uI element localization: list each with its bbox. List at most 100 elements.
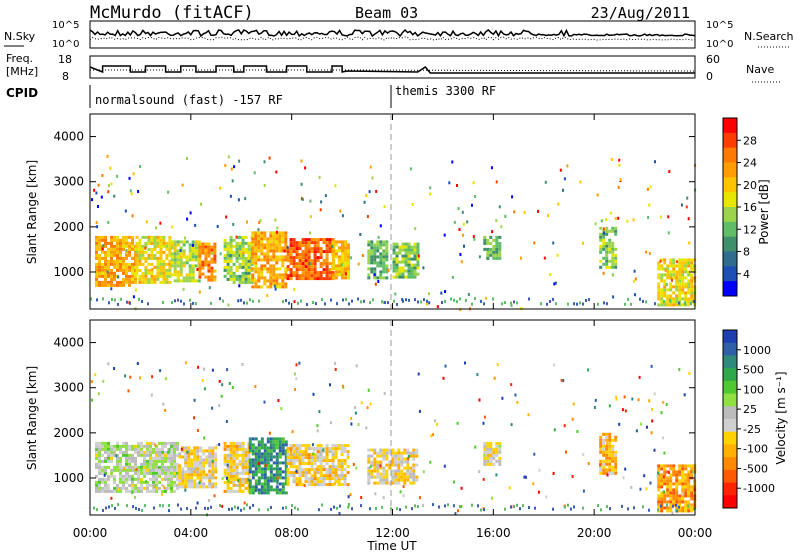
echo-cell xyxy=(385,246,389,250)
echo-cell xyxy=(684,264,688,268)
echo-cell xyxy=(107,280,110,284)
echo-cell xyxy=(687,476,691,480)
colorbar-tick-label: 4 xyxy=(743,268,750,281)
echo-cell xyxy=(669,288,673,292)
echo-cell xyxy=(122,271,125,275)
echo-cell xyxy=(254,231,258,235)
echo-cell xyxy=(247,253,251,257)
echo-cell xyxy=(657,479,661,483)
echo-cell xyxy=(144,504,146,508)
echo-cell xyxy=(325,262,329,266)
echo-cell xyxy=(367,388,370,392)
echo-cell xyxy=(95,483,98,487)
echo-cell xyxy=(401,272,405,276)
echo-cell xyxy=(295,241,299,245)
echo-cell xyxy=(289,241,293,245)
echo-cell xyxy=(241,480,245,484)
echo-cell xyxy=(184,482,188,486)
echo-cell xyxy=(660,258,664,262)
echo-cell xyxy=(213,251,217,255)
echo-cell xyxy=(316,456,320,460)
echo-cell xyxy=(283,249,286,253)
echo-cell xyxy=(666,500,670,504)
echo-cell xyxy=(144,256,148,260)
echo-cell xyxy=(218,443,221,446)
echo-cell xyxy=(465,298,467,302)
echo-cell xyxy=(137,468,140,472)
echo-cell xyxy=(238,444,242,448)
echo-cell xyxy=(244,447,248,451)
echo-cell xyxy=(602,462,606,466)
echo-cell xyxy=(144,268,148,272)
echo-cell xyxy=(301,259,305,263)
echo-cell xyxy=(690,467,694,471)
echo-cell xyxy=(614,438,618,442)
echo-cell xyxy=(260,488,264,492)
echo-cell xyxy=(375,507,377,510)
echo-cell xyxy=(104,274,107,278)
echo-cell xyxy=(260,249,264,253)
echo-cell xyxy=(170,246,174,250)
echo-cell xyxy=(98,241,101,245)
freq-series xyxy=(89,65,695,74)
echo-cell xyxy=(187,476,191,480)
echo-cell xyxy=(176,462,179,466)
echo-cell xyxy=(159,369,162,373)
echo-cell xyxy=(173,444,176,448)
echo-cell xyxy=(476,373,479,377)
echo-cell xyxy=(263,282,267,286)
echo-cell xyxy=(116,268,119,272)
echo-cell xyxy=(510,304,513,308)
echo-cell xyxy=(167,468,170,472)
echo-cell xyxy=(273,284,276,288)
echo-cell xyxy=(596,193,599,197)
echo-cell xyxy=(331,474,335,478)
echo-cell xyxy=(235,256,239,260)
colorbar-swatch xyxy=(723,457,737,471)
echo-cell xyxy=(325,253,329,257)
echo-cell xyxy=(98,468,101,472)
echo-cell xyxy=(257,255,261,259)
echo-cell xyxy=(412,472,416,476)
echo-cell xyxy=(269,446,273,450)
echo-cell xyxy=(235,474,239,478)
echo-cell xyxy=(241,456,245,460)
echo-cell xyxy=(328,474,332,478)
echo-cell xyxy=(310,483,314,487)
echo-cell xyxy=(263,452,267,456)
echo-cell xyxy=(316,274,320,278)
echo-cell xyxy=(316,256,320,260)
echo-cell xyxy=(567,503,569,507)
echo-cell xyxy=(663,497,667,501)
echo-cell xyxy=(254,246,258,250)
echo-cell xyxy=(486,241,490,245)
echo-cell xyxy=(184,455,188,459)
echo-cell xyxy=(168,265,172,269)
echo-cell xyxy=(310,477,314,481)
echo-cell xyxy=(298,471,302,475)
echo-cell xyxy=(153,235,157,239)
echo-cell xyxy=(146,447,149,451)
echo-cell xyxy=(606,473,609,477)
echo-cell xyxy=(173,450,176,454)
echo-cell xyxy=(298,265,302,269)
echo-cell xyxy=(663,294,667,298)
echo-cell xyxy=(226,259,230,263)
echo-cell xyxy=(664,268,667,272)
echo-cell xyxy=(241,483,245,487)
echo-cell xyxy=(98,456,101,460)
echo-cell xyxy=(663,464,667,468)
echo-cell xyxy=(347,264,350,268)
echo-cell xyxy=(318,176,321,179)
echo-cell xyxy=(549,273,552,276)
echo-cell xyxy=(193,473,197,477)
echo-cell xyxy=(155,471,158,475)
echo-cell xyxy=(199,473,203,477)
echo-cell xyxy=(642,299,644,303)
echo-cell xyxy=(394,481,398,485)
echo-cell xyxy=(331,468,335,472)
echo-cell xyxy=(275,455,279,459)
echo-cell xyxy=(585,299,587,302)
echo-cell xyxy=(229,459,233,463)
echo-cell xyxy=(413,245,417,249)
